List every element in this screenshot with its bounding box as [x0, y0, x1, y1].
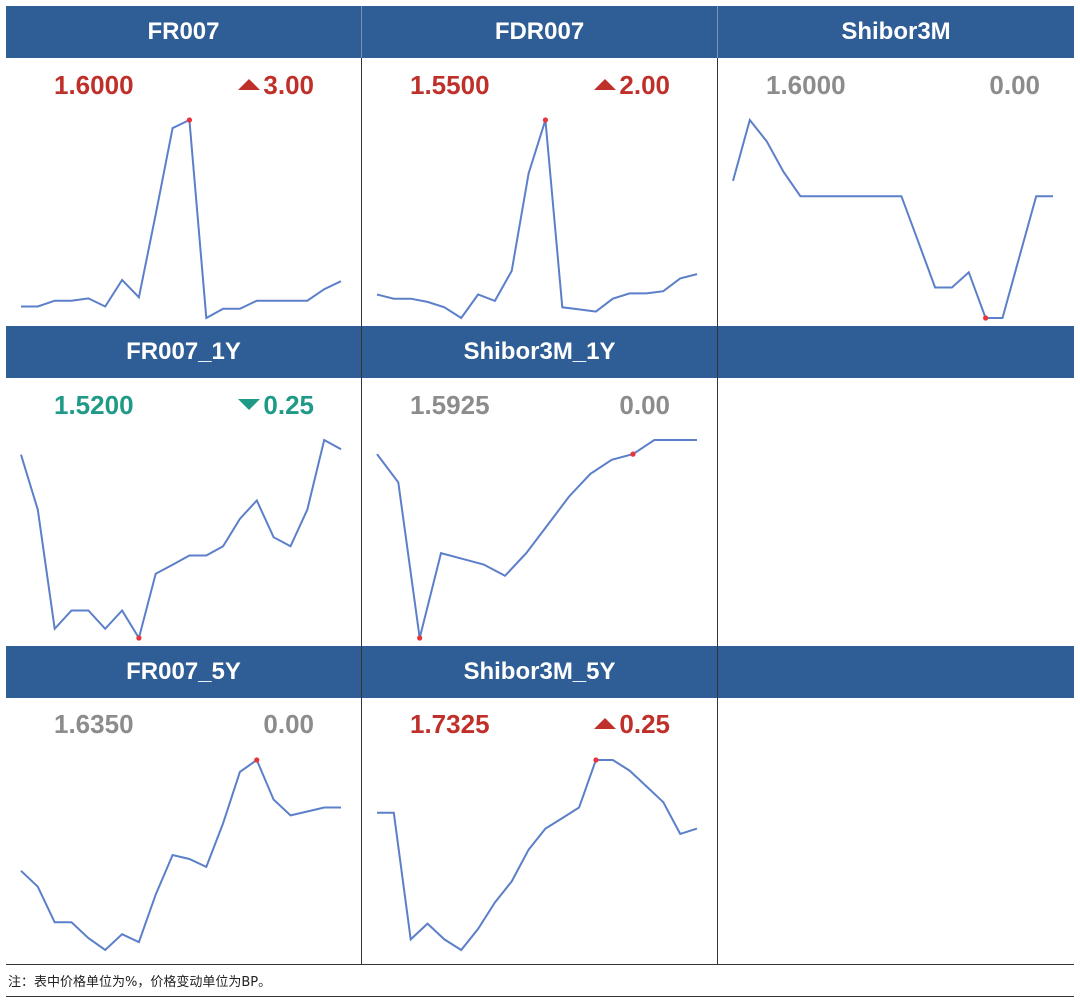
change-label: 0.00	[263, 709, 314, 739]
panel-title: Shibor3M	[841, 18, 951, 45]
change-label: 0.00	[989, 70, 1040, 100]
up-triangle-icon	[238, 79, 261, 90]
change-label: 0.25	[194, 390, 314, 421]
header-row-1: FR007 FDR007 Shibor3M	[6, 6, 1074, 58]
data-point-marker	[630, 451, 636, 457]
series-line	[376, 439, 697, 639]
footnote: 注：表中价格单位为%，价格变动单位为BP。	[8, 975, 272, 990]
value-label: 1.5200	[54, 390, 134, 420]
panel-title: FDR007	[494, 18, 585, 45]
panel-title: Shibor3M_1Y	[463, 338, 616, 365]
sparkline-chart	[21, 117, 342, 320]
data-point-marker	[186, 117, 193, 123]
series-line	[20, 438, 342, 641]
value-label: 1.5500	[410, 70, 490, 100]
series-line	[377, 759, 698, 952]
panel-title: FR007_1Y	[126, 338, 241, 365]
data-point-marker	[136, 635, 142, 641]
value-label: 1.6350	[54, 709, 134, 739]
change-label: 3.00	[194, 70, 314, 101]
value-label: 1.5925	[410, 390, 490, 420]
data-point-marker	[417, 635, 423, 641]
indicator-grid: FR007 FDR007 Shibor3M FR007_1Y Shibor3M_…	[6, 6, 1074, 964]
series-line	[376, 119, 698, 320]
data-point-marker	[593, 757, 599, 763]
data-point-marker	[254, 757, 260, 763]
change-label: 2.00	[550, 70, 670, 101]
change-label: 0.00	[619, 390, 670, 420]
sparkline-chart	[732, 117, 1053, 321]
sparkline-chart	[20, 438, 342, 641]
series-line	[20, 758, 341, 952]
data-point-marker	[983, 315, 989, 321]
value-label: 1.6000	[766, 70, 846, 100]
series-line	[21, 118, 342, 320]
panel-title: Shibor3M_5Y	[463, 658, 616, 685]
up-triangle-icon	[594, 718, 617, 729]
header-row-3: FR007_5Y Shibor3M_5Y	[6, 646, 1074, 698]
change-label: 0.25	[550, 709, 670, 740]
sparkline-chart	[20, 757, 341, 952]
value-label: 1.6000	[54, 70, 134, 100]
panel-title: FR007	[147, 18, 220, 45]
footnote-rule	[6, 996, 1074, 997]
panel-title: FR007_5Y	[126, 658, 241, 685]
series-line	[732, 117, 1053, 319]
header-row-2: FR007_1Y Shibor3M_1Y	[6, 326, 1074, 378]
table-bottom-rule	[6, 964, 1074, 965]
data-point-marker	[542, 117, 549, 123]
up-triangle-icon	[594, 79, 617, 90]
sparkline-chart	[376, 117, 698, 320]
column-divider	[361, 58, 362, 964]
sparkline-chart	[376, 439, 697, 641]
down-triangle-icon	[238, 399, 261, 410]
sparkline-chart	[377, 757, 698, 952]
value-label: 1.7325	[410, 709, 490, 739]
column-divider	[717, 58, 718, 964]
